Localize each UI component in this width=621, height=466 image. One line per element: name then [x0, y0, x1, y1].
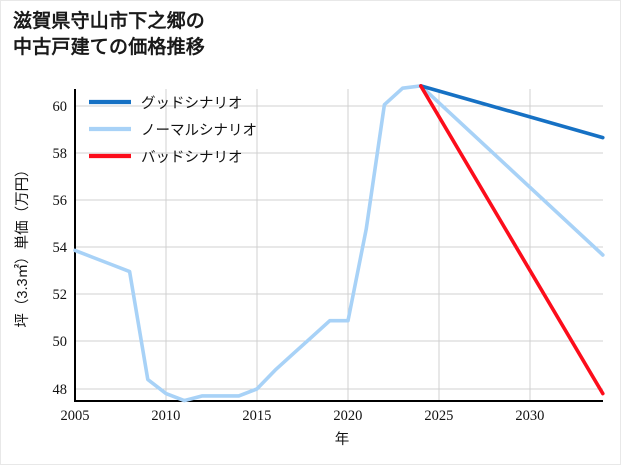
- x-tick-2005: 2005: [61, 408, 90, 424]
- axis-spines: [73, 89, 603, 403]
- x-tick-labels: 2005 2010 2015 2020 2025 2030: [61, 408, 545, 424]
- x-tick-2025: 2025: [424, 408, 453, 424]
- x-tick-2030: 2030: [515, 408, 544, 424]
- chart-title: 滋賀県守山市下之郷の 中古戸建ての価格推移: [13, 11, 206, 59]
- x-axis-title: 年: [335, 431, 350, 448]
- data-series: [73, 84, 605, 403]
- y-tick-50: 50: [53, 334, 68, 350]
- chart-legend: グッドシナリオ ノーマルシナリオ バッドシナリオ: [89, 95, 257, 166]
- x-gridlines: [165, 89, 531, 401]
- y-tick-58: 58: [53, 146, 68, 162]
- x-tick-2010: 2010: [151, 408, 180, 424]
- series-good-scenario: [418, 84, 605, 140]
- legend-label-bad: バッドシナリオ: [141, 150, 243, 166]
- y-gridlines: [75, 105, 603, 390]
- y-tick-54: 54: [53, 240, 68, 256]
- y-tick-60: 60: [53, 99, 68, 115]
- y-tick-56: 56: [53, 193, 68, 209]
- legend-label-good: グッドシナリオ: [141, 95, 243, 112]
- legend-label-normal: ノーマルシナリオ: [141, 123, 257, 139]
- x-tick-2020: 2020: [333, 408, 362, 424]
- x-tick-2015: 2015: [242, 408, 271, 424]
- y-tick-labels: 48 50 52 54 56 58 60: [53, 99, 68, 398]
- y-tick-48: 48: [53, 382, 68, 398]
- y-axis-title: 坪（3.3㎡）単価（万円）: [14, 162, 31, 327]
- series-bad-scenario: [418, 84, 605, 396]
- series-normal-scenario: [73, 84, 605, 403]
- y-tick-52: 52: [53, 287, 68, 303]
